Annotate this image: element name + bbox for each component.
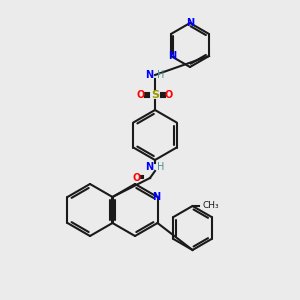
Text: O: O (137, 90, 145, 100)
Text: H: H (157, 162, 164, 172)
Text: O: O (165, 90, 173, 100)
Text: CH₃: CH₃ (202, 202, 219, 211)
Text: N: N (152, 192, 160, 202)
Text: N: N (145, 70, 153, 80)
Text: S: S (151, 90, 159, 100)
Text: N: N (168, 51, 176, 61)
Text: N: N (186, 18, 194, 28)
Text: O: O (133, 173, 141, 183)
Text: N: N (145, 162, 153, 172)
Text: H: H (157, 70, 164, 80)
